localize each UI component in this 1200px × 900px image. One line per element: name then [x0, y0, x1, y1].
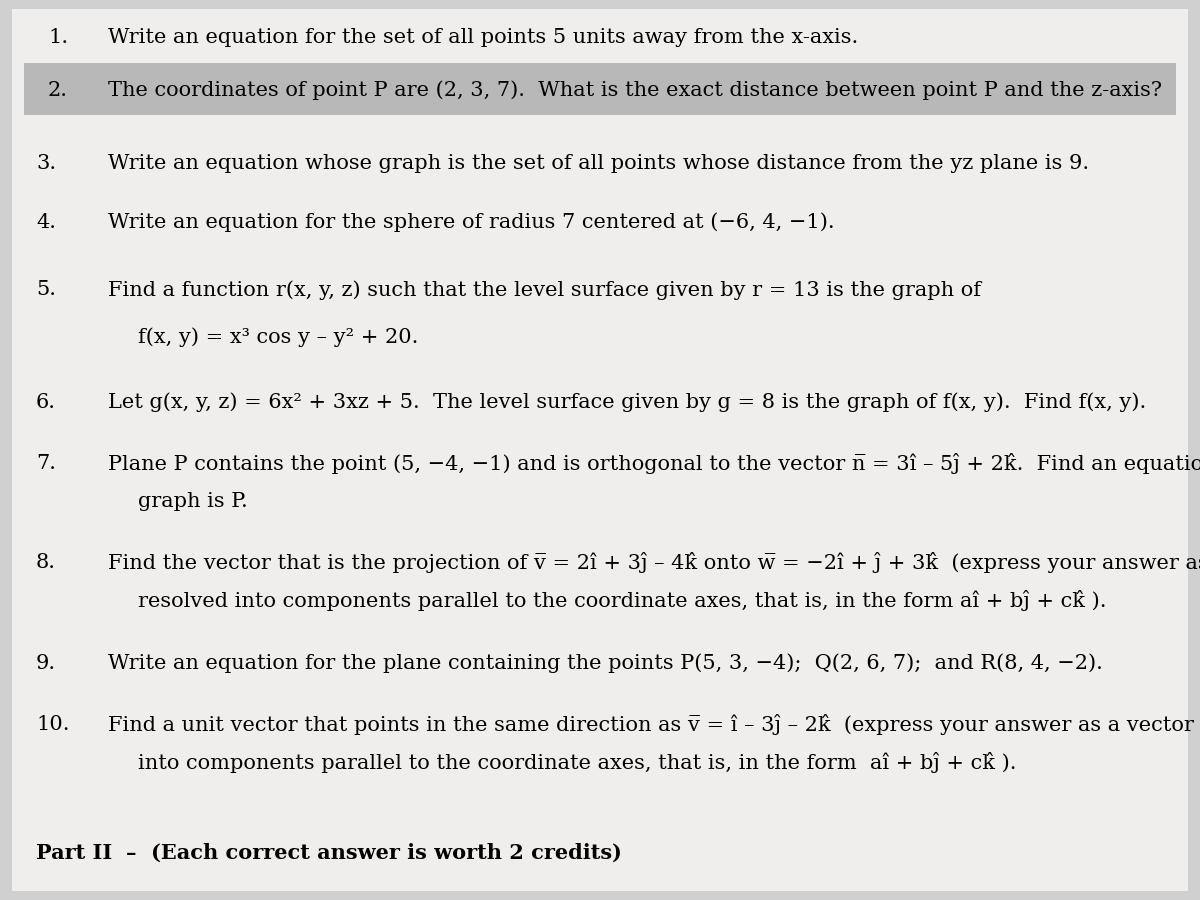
Text: 8.: 8. [36, 553, 56, 572]
Text: resolved into components parallel to the coordinate axes, that is, in the form a: resolved into components parallel to the… [138, 590, 1106, 611]
Text: Find a function r(x, y, z) such that the level surface given by r = 13 is the gr: Find a function r(x, y, z) such that the… [108, 280, 982, 300]
Text: Write an equation whose graph is the set of all points whose distance from the y: Write an equation whose graph is the set… [108, 154, 1090, 174]
Text: Find the vector that is the projection of v̅ = 2î + 3ĵ – 4k̂ onto w̅ = −2î + ĵ +: Find the vector that is the projection o… [108, 552, 1200, 573]
FancyBboxPatch shape [24, 63, 1176, 115]
Text: 1.: 1. [48, 28, 68, 48]
Text: 3.: 3. [36, 154, 56, 174]
Text: into components parallel to the coordinate axes, that is, in the form  aî + bĵ +: into components parallel to the coordina… [138, 752, 1016, 773]
Text: 2.: 2. [48, 80, 68, 100]
Text: Find a unit vector that points in the same direction as v̅ = î – 3ĵ – 2k̂  (expr: Find a unit vector that points in the sa… [108, 714, 1200, 735]
Text: Plane P contains the point (5, −4, −1) and is orthogonal to the vector n̅ = 3î –: Plane P contains the point (5, −4, −1) a… [108, 453, 1200, 474]
Text: –  (Each correct answer is worth 2 credits): – (Each correct answer is worth 2 credit… [126, 843, 622, 863]
Text: 10.: 10. [36, 715, 70, 734]
Text: Part II: Part II [36, 843, 113, 863]
Text: Write an equation for the set of all points 5 units away from the x-axis.: Write an equation for the set of all poi… [108, 28, 858, 48]
Text: Write an equation for the plane containing the points P(5, 3, −4);  Q(2, 6, 7); : Write an equation for the plane containi… [108, 653, 1103, 673]
Text: graph is P.: graph is P. [138, 491, 247, 511]
Text: 4.: 4. [36, 212, 56, 232]
Text: Let g(x, y, z) = 6x² + 3xz + 5.  The level surface given by g = 8 is the graph o: Let g(x, y, z) = 6x² + 3xz + 5. The leve… [108, 392, 1146, 412]
Text: 9.: 9. [36, 653, 56, 673]
Text: Write an equation for the sphere of radius 7 centered at (−6, 4, −1).: Write an equation for the sphere of radi… [108, 212, 835, 232]
Text: 6.: 6. [36, 392, 56, 412]
Text: The coordinates of point P are (2, 3, 7).  What is the exact distance between po: The coordinates of point P are (2, 3, 7)… [108, 80, 1162, 100]
Text: f(x, y) = x³ cos y – y² + 20.: f(x, y) = x³ cos y – y² + 20. [138, 328, 419, 347]
Text: 7.: 7. [36, 454, 56, 473]
FancyBboxPatch shape [12, 9, 1188, 891]
Text: 5.: 5. [36, 280, 56, 300]
